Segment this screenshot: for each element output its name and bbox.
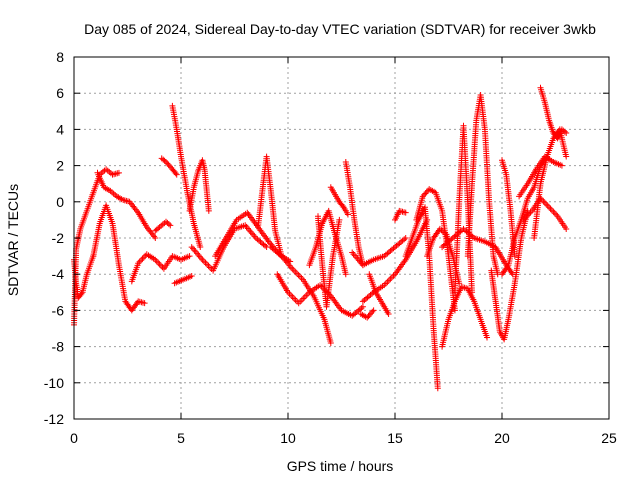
data-point-markers	[315, 213, 343, 310]
data-series	[128, 251, 193, 285]
data-point-markers	[392, 207, 409, 223]
data-points	[71, 84, 570, 392]
y-tick-label: 6	[56, 85, 64, 101]
y-tick-label: -2	[52, 230, 65, 246]
data-point-markers	[342, 159, 366, 269]
x-axis-label: GPS time / hours	[287, 458, 394, 474]
data-point-markers	[531, 126, 570, 241]
axes: 0 5 10 15 20 25 -12 -10 -8 -6 -4 -2 0 2 4 6 8	[44, 49, 617, 446]
data-series	[169, 102, 204, 251]
data-point-markers	[169, 102, 204, 251]
data-point-markers	[94, 169, 159, 241]
x-tick-label: 10	[280, 430, 296, 446]
x-tick-label: 5	[177, 430, 185, 446]
data-series	[357, 307, 377, 321]
data-series	[267, 244, 334, 346]
data-point-markers	[188, 222, 270, 274]
y-tick-label: -12	[44, 411, 64, 427]
data-series	[392, 207, 409, 223]
x-tick-label: 25	[601, 430, 617, 446]
data-point-markers	[186, 157, 212, 214]
data-series	[366, 271, 392, 318]
y-tick-label: -6	[52, 302, 65, 318]
data-point-markers	[357, 307, 377, 321]
data-point-markers	[158, 155, 180, 178]
data-series	[255, 153, 285, 260]
data-point-markers	[255, 153, 285, 260]
y-tick-label: -8	[52, 339, 65, 355]
x-tick-label: 0	[70, 430, 78, 446]
data-point-markers	[488, 207, 531, 343]
data-series	[158, 155, 180, 178]
data-point-markers	[349, 235, 409, 269]
y-tick-label: -10	[44, 375, 64, 391]
data-point-markers	[152, 218, 174, 234]
data-series	[439, 283, 491, 350]
data-series	[464, 92, 501, 278]
data-series	[342, 159, 366, 269]
data-series	[186, 157, 212, 214]
y-tick-label: 4	[56, 121, 64, 137]
y-axis-label: SDTVAR / TECUs	[5, 184, 21, 296]
data-point-markers	[359, 216, 431, 305]
data-series	[531, 126, 570, 241]
data-series	[152, 218, 174, 234]
data-series	[188, 222, 270, 274]
data-series	[349, 235, 409, 269]
data-point-markers	[439, 283, 491, 350]
y-tick-label: -4	[52, 266, 65, 282]
y-tick-label: 8	[56, 49, 64, 65]
data-series	[90, 202, 148, 314]
data-series	[327, 184, 351, 218]
data-series	[315, 213, 343, 310]
data-series	[488, 207, 531, 343]
x-tick-label: 15	[387, 430, 403, 446]
data-point-markers	[128, 251, 193, 285]
data-point-markers	[90, 202, 148, 314]
data-point-markers	[327, 184, 351, 218]
x-tick-label: 20	[494, 430, 510, 446]
data-point-markers	[171, 273, 195, 287]
data-series	[171, 273, 195, 287]
data-series	[94, 169, 159, 241]
y-tick-label: 0	[56, 194, 64, 210]
data-point-markers	[464, 92, 501, 278]
data-series	[359, 216, 431, 305]
data-point-markers	[366, 271, 392, 318]
data-point-markers	[267, 244, 334, 346]
y-tick-label: 2	[56, 158, 64, 174]
chart-title: Day 085 of 2024, Sidereal Day-to-day VTE…	[84, 21, 596, 37]
